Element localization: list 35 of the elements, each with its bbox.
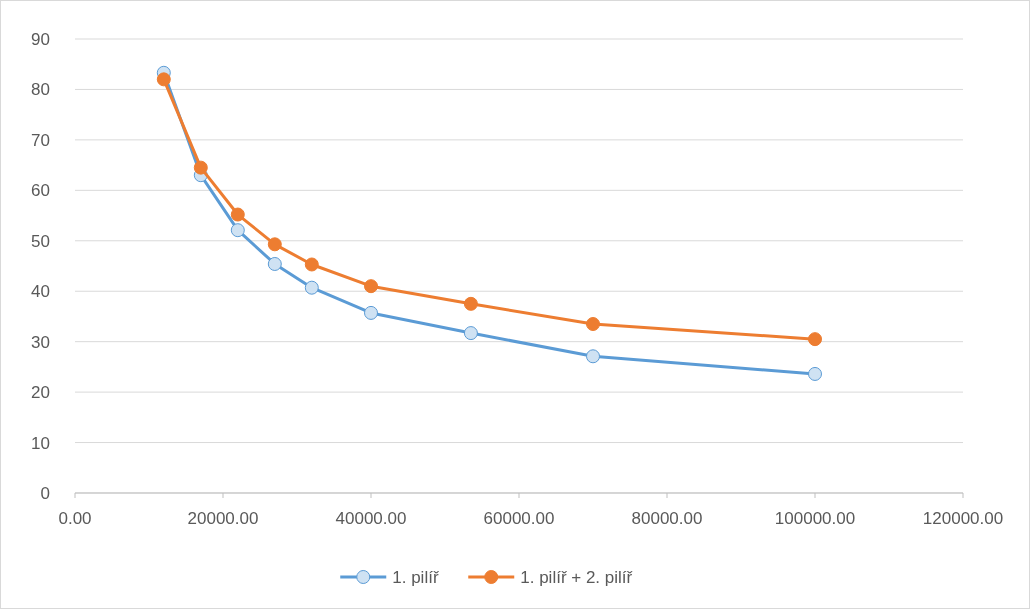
y-tick-label: 40 xyxy=(31,282,50,302)
point xyxy=(267,256,282,271)
point xyxy=(808,366,822,381)
y-tick-label: 0 xyxy=(40,484,50,503)
legend-label: 1. pilíř + 2. pilíř xyxy=(520,568,633,587)
y-tick-label: 10 xyxy=(31,433,50,453)
point xyxy=(586,317,600,332)
point xyxy=(586,349,600,364)
y-tick-label: 80 xyxy=(31,80,50,100)
x-tick-label: 100000.00 xyxy=(774,509,856,528)
point xyxy=(230,207,245,222)
point xyxy=(304,280,319,295)
x-tick-label: 60000.00 xyxy=(483,509,555,528)
x-tick-label: 120000.00 xyxy=(922,509,1004,528)
y-tick-label: 60 xyxy=(31,181,50,201)
y-tick-label: 30 xyxy=(31,332,50,352)
point xyxy=(230,223,245,238)
point xyxy=(364,305,378,320)
x-tick-label: 80000.00 xyxy=(631,509,703,528)
point xyxy=(304,257,319,272)
y-tick-label: 20 xyxy=(31,383,50,403)
point xyxy=(463,296,478,311)
y-tick-label: 50 xyxy=(31,231,50,251)
point xyxy=(463,326,478,341)
y-tick-label: 70 xyxy=(31,130,50,150)
point xyxy=(364,279,378,294)
point xyxy=(193,160,208,175)
x-tick-label: 0.00 xyxy=(58,509,92,528)
x-tick-label: 40000.00 xyxy=(335,509,407,528)
x-tick-label: 20000.00 xyxy=(187,509,259,528)
y-tick-label: 90 xyxy=(31,30,50,49)
point xyxy=(156,72,171,87)
point xyxy=(267,237,282,252)
point xyxy=(808,332,822,347)
legend-label: 1. pilíř xyxy=(392,568,439,587)
